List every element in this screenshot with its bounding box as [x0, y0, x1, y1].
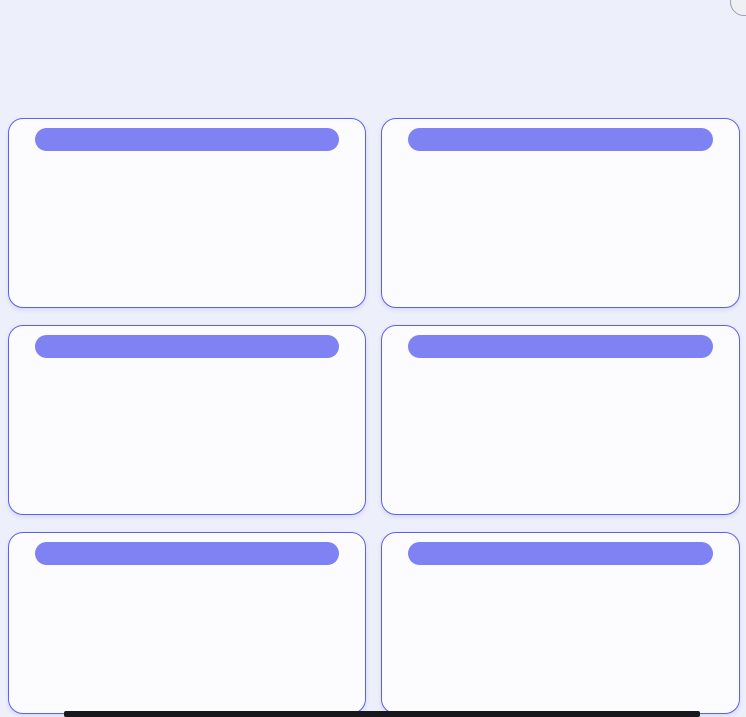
corner-artifact [730, 0, 746, 16]
panel-title-erdos-overlap [408, 335, 713, 358]
panel-title-triangle-update [408, 128, 713, 151]
panel-triangle-update [381, 118, 740, 308]
triangle-discovery-chart [393, 164, 693, 314]
bottom-screen-edge-bar [64, 711, 700, 717]
overlap-profile-chart [570, 386, 746, 536]
panel-title-rnaseq-denoising [408, 542, 713, 565]
panel-erdos-overlap [381, 325, 740, 515]
panel-title-circle-packing [35, 542, 339, 565]
panel-qubit-routing [8, 118, 366, 308]
panel-lasso-path [8, 325, 366, 515]
panel-rnaseq-denoising [381, 532, 740, 714]
panel-title-qubit-routing [35, 128, 339, 151]
panel-title-lasso-path [35, 335, 339, 358]
down-arrow-icon [207, 223, 221, 241]
rnaseq-body [382, 567, 739, 713]
panel-circle-packing [8, 532, 366, 714]
